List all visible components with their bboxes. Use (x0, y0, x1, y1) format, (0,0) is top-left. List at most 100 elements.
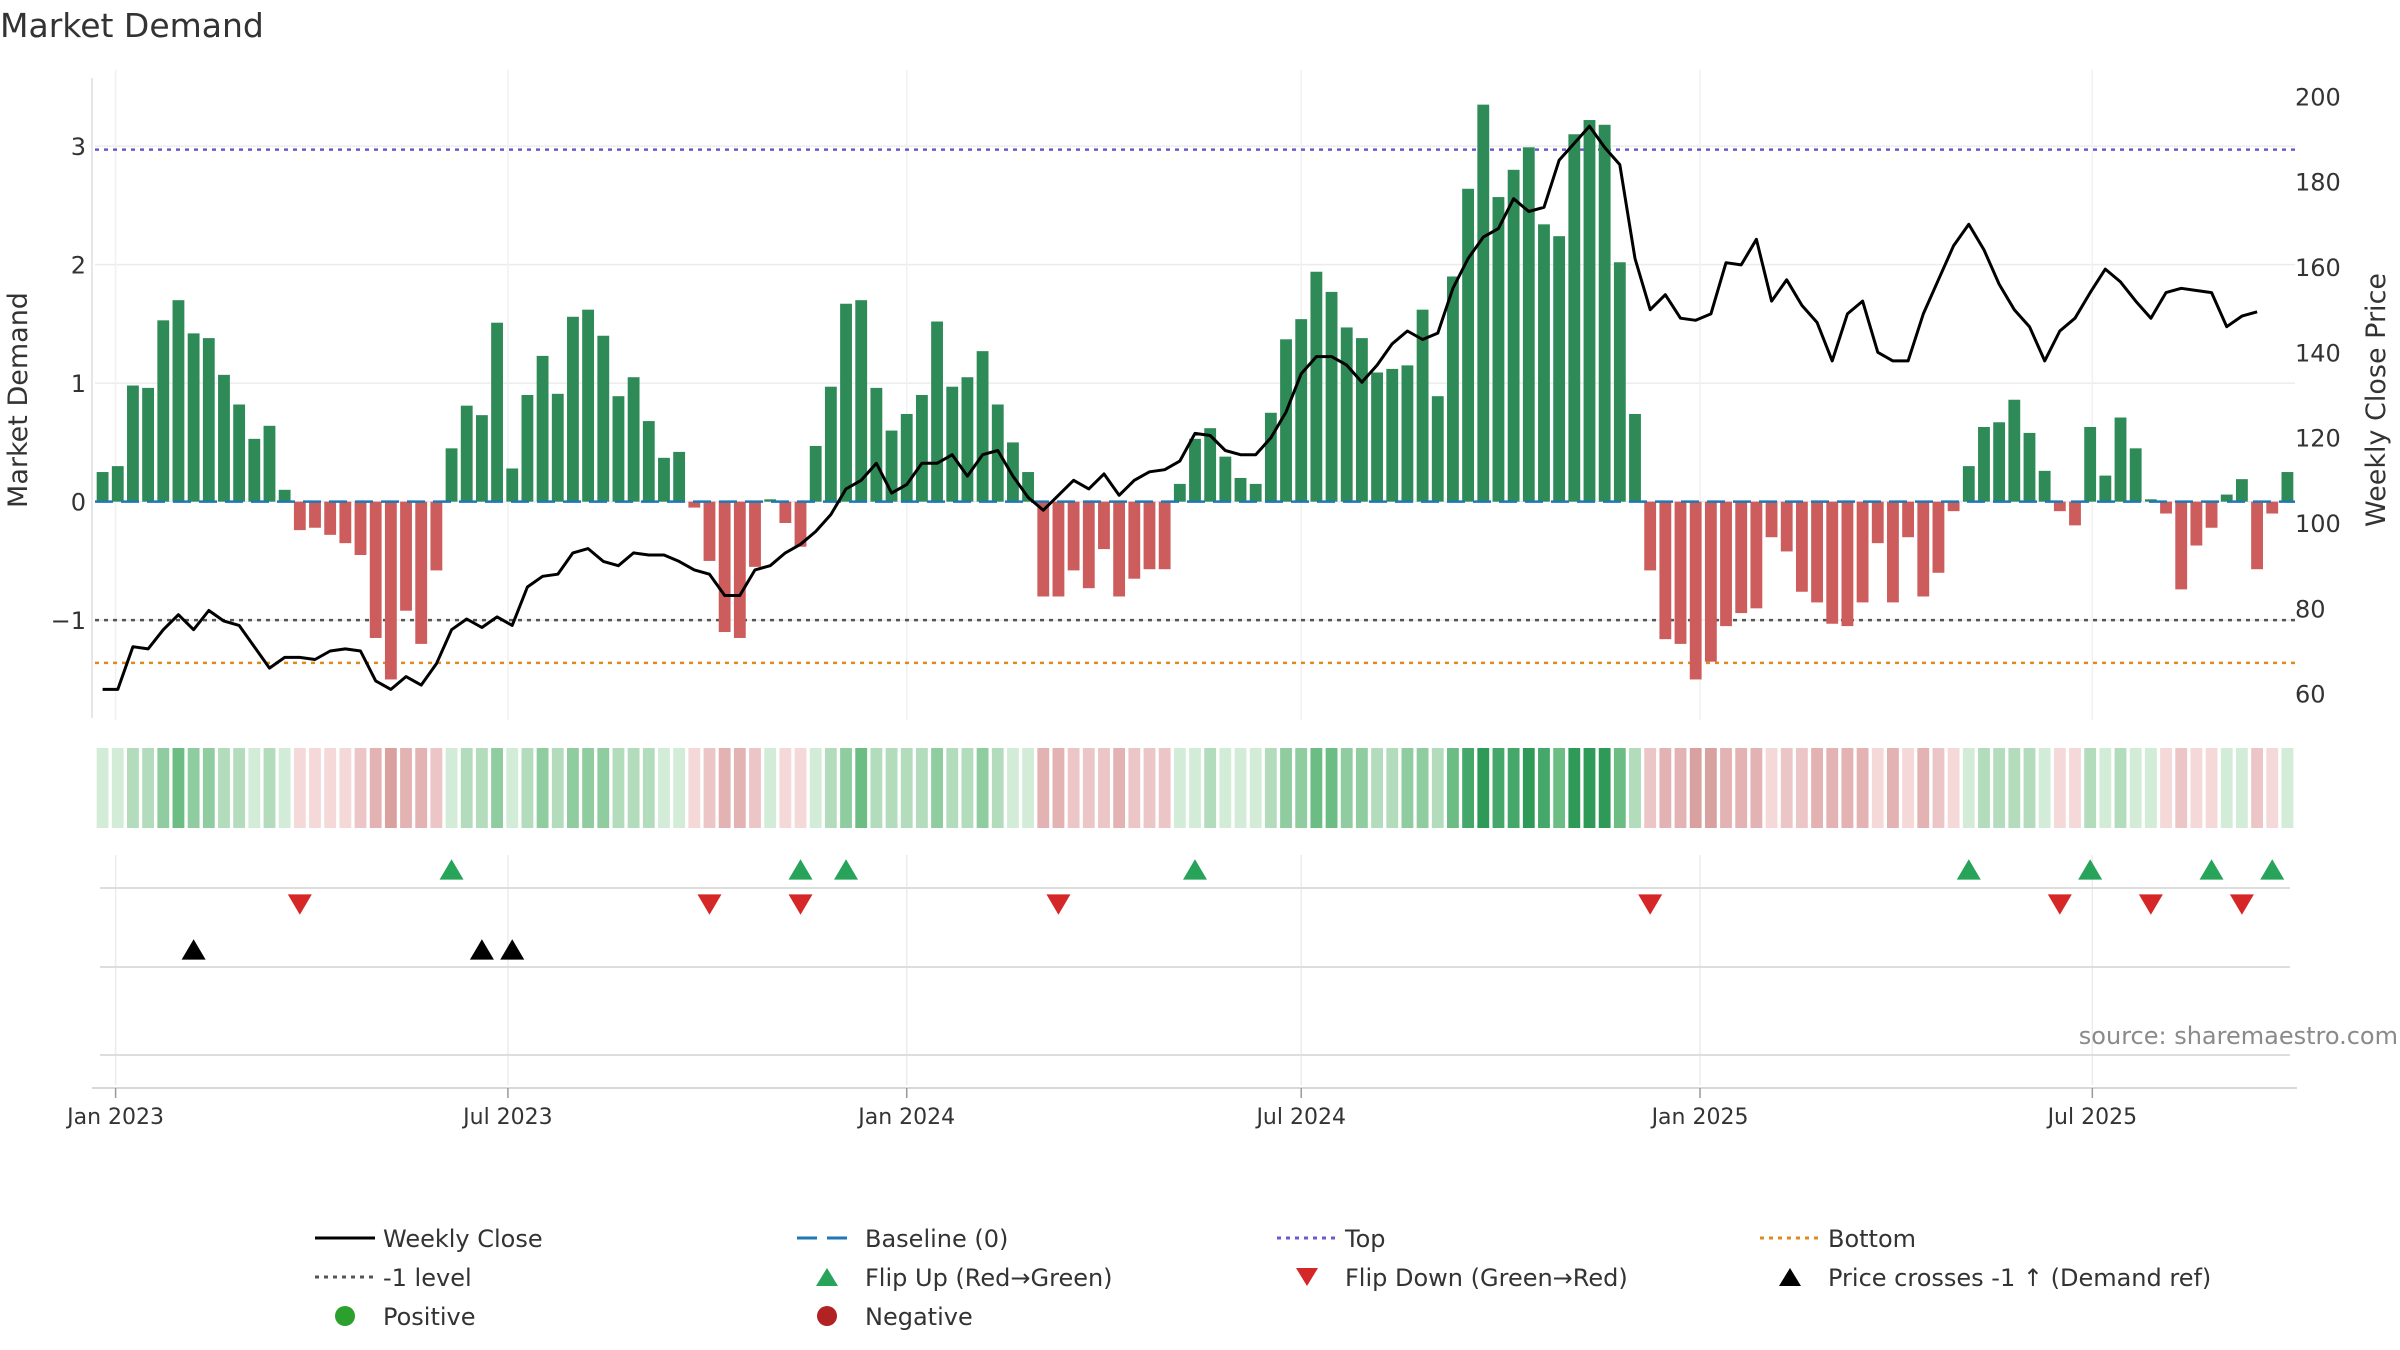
y-tick-right: 60 (2295, 681, 2326, 709)
flip-down-marker (788, 894, 813, 915)
demand-bar (1507, 169, 1520, 502)
demand-bar (1704, 501, 1717, 662)
y-axis-left-label: Market Demand (3, 292, 34, 508)
strip-cell (2099, 748, 2112, 828)
demand-bar (1720, 501, 1732, 627)
strip-cell (187, 748, 200, 828)
flip-up-marker (834, 859, 859, 880)
demand-bar (369, 501, 382, 638)
strip-cell (1613, 748, 1626, 828)
strip-cell (1720, 748, 1732, 828)
flip-down-marker (697, 894, 722, 915)
strip-cell (642, 748, 655, 828)
strip-cell (870, 748, 883, 828)
strip-cell (1811, 748, 1823, 828)
strip-cell (1249, 748, 1262, 828)
strip-cell (2175, 748, 2188, 828)
strip-cell (2251, 748, 2263, 828)
demand-bar (900, 413, 913, 502)
strip-cell (703, 748, 716, 828)
strip-cell (415, 748, 428, 828)
legend-label: Bottom (1828, 1225, 1916, 1253)
flip-up-marker (788, 859, 813, 880)
demand-bar (2266, 501, 2279, 514)
flip-up-marker (2078, 859, 2103, 880)
demand-bar (764, 499, 777, 502)
flip-down-marker (2138, 894, 2163, 915)
demand-bar (202, 338, 215, 502)
legend-swatch-dot (335, 1306, 355, 1326)
strip-cell (1325, 748, 1338, 828)
strip-cell (2038, 748, 2051, 828)
y-tick-right: 80 (2295, 595, 2326, 623)
strip-cell (506, 748, 519, 828)
strip-cell (1674, 748, 1687, 828)
demand-bar (673, 451, 686, 502)
strip-cell (233, 748, 246, 828)
demand-bar (1295, 319, 1308, 502)
demand-bar (1447, 276, 1459, 502)
strip-cell (1765, 748, 1778, 828)
strip-cell (1644, 748, 1657, 828)
demand-bar (582, 309, 595, 502)
strip-cell (900, 748, 913, 828)
demand-bar (703, 501, 716, 561)
strip-cell (218, 748, 230, 828)
strip-cell (1052, 748, 1065, 828)
demand-bar (1037, 501, 1050, 597)
strip-cell (840, 748, 852, 828)
flip-down-marker (1046, 894, 1071, 915)
strip-cell (369, 748, 382, 828)
strip-cell (885, 748, 898, 828)
demand-bar (809, 445, 822, 502)
strip-cell (658, 748, 670, 828)
demand-bar (1735, 501, 1748, 614)
x-tick-label: Jul 2024 (1254, 1105, 1346, 1130)
strip-cell (1310, 748, 1323, 828)
strip-cell (976, 748, 989, 828)
legend-label: Baseline (0) (865, 1225, 1008, 1253)
y-tick-right: 140 (2295, 339, 2341, 367)
strip-cell (324, 748, 337, 828)
legend-swatch-triangle-up (1779, 1268, 1801, 1286)
demand-bar (855, 300, 868, 502)
demand-bar (1325, 291, 1338, 502)
strip-cell (1022, 748, 1035, 828)
demand-bar (293, 501, 306, 531)
strip-cell (1522, 748, 1535, 828)
demand-bar (779, 501, 792, 523)
strip-cell (1447, 748, 1459, 828)
strip-cell (2220, 748, 2233, 828)
demand-bar (1401, 365, 1414, 502)
demand-bar (2160, 501, 2172, 514)
demand-bar (2099, 475, 2112, 502)
demand-bar (1477, 104, 1490, 502)
strip-cell (991, 748, 1004, 828)
demand-bar (1204, 428, 1217, 502)
demand-bar (233, 404, 246, 502)
strip-cell (1462, 748, 1475, 828)
price-cross-marker (500, 939, 525, 960)
x-tick-label: Jan 2023 (65, 1105, 164, 1130)
demand-bar (1067, 501, 1080, 571)
strip-cell (1932, 748, 1945, 828)
demand-bar (1871, 501, 1884, 544)
demand-bar (1538, 224, 1550, 502)
demand-bar (1947, 501, 1960, 512)
strip-cell (946, 748, 959, 828)
strip-cell (1189, 748, 1201, 828)
demand-bar (567, 316, 579, 502)
strip-cell (2114, 748, 2127, 828)
demand-bar (2038, 470, 2051, 502)
strip-cell (278, 748, 291, 828)
demand-bar (354, 501, 367, 555)
strip-cell (824, 748, 837, 828)
strip-cell (1871, 748, 1884, 828)
strip-cell (551, 748, 564, 828)
demand-bar (1689, 501, 1702, 680)
price-series (102, 124, 2258, 691)
strip-cell (1538, 748, 1550, 828)
demand-bar (1492, 197, 1505, 502)
strip-cell (1841, 748, 1854, 828)
demand-bar (384, 501, 397, 680)
